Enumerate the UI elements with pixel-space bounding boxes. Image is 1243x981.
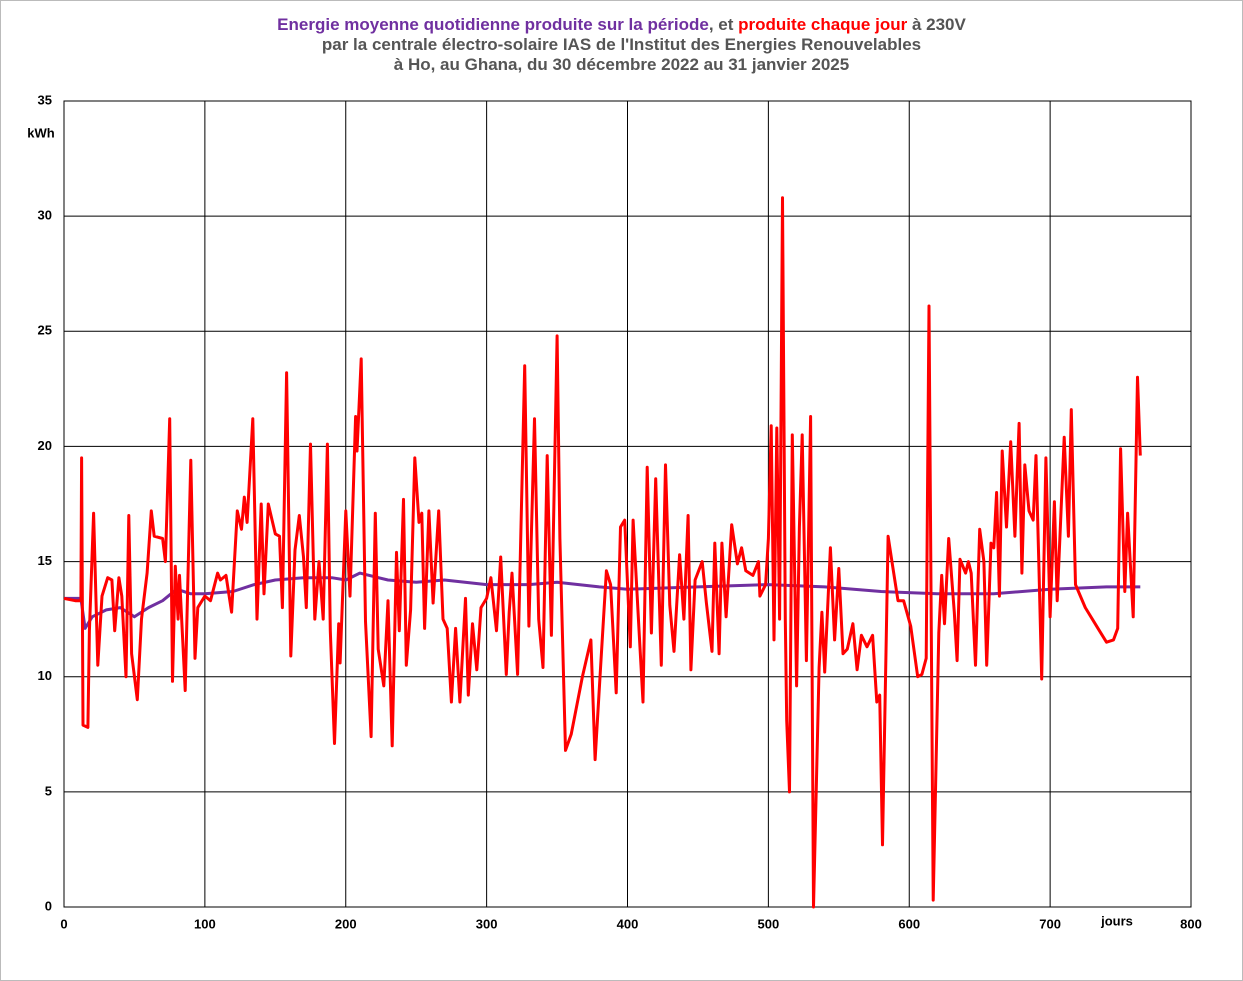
subtitle: par la centrale électro-solaire IAS de l… — [321, 35, 922, 54]
y-tick-label: 15 — [38, 553, 52, 568]
y-tick-label: 20 — [38, 438, 52, 453]
x-tick-label: 100 — [194, 916, 216, 931]
x-tick-label: 500 — [758, 916, 780, 931]
x-tick-label: 200 — [335, 916, 357, 931]
title-part: Energie moyenne quotidienne produite sur… — [277, 15, 709, 34]
chart-title: Energie moyenne quotidienne produite sur… — [1, 15, 1242, 75]
series-line — [63, 196, 1142, 909]
x-tick-label: 700 — [1039, 916, 1061, 931]
x-tick-label: 400 — [617, 916, 639, 931]
plot-frame — [63, 100, 1192, 908]
y-tick-label: 10 — [38, 668, 52, 683]
y-tick-label: 30 — [38, 208, 52, 223]
x-tick-label: 0 — [60, 916, 67, 931]
x-axis-label: jours — [1100, 913, 1133, 928]
title-part: à 230V — [907, 15, 966, 34]
x-tick-label: 600 — [898, 916, 920, 931]
title-line: Energie moyenne quotidienne produite sur… — [1, 15, 1242, 35]
y-tick-label: 25 — [38, 323, 52, 338]
y-tick-label: 35 — [38, 92, 52, 107]
x-tick-label: 300 — [476, 916, 498, 931]
title-part: produite chaque jour — [738, 15, 908, 34]
y-axis-label: kWh — [27, 125, 55, 140]
y-tick-label: 5 — [45, 783, 52, 798]
y-tick-label: 0 — [45, 898, 52, 913]
subtitle: à Ho, au Ghana, du 30 décembre 2022 au 3… — [393, 55, 850, 74]
x-tick-label: 800 — [1180, 916, 1202, 931]
title-part: , et — [708, 15, 739, 34]
